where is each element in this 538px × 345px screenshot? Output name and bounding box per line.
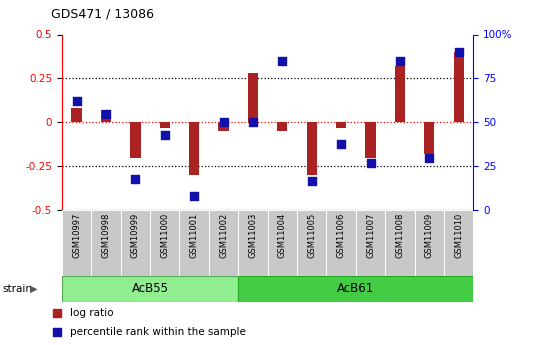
Point bbox=[337, 141, 345, 146]
Bar bbox=[297, 210, 327, 276]
Bar bbox=[277, 122, 287, 131]
Text: log ratio: log ratio bbox=[70, 308, 114, 318]
Point bbox=[307, 178, 316, 183]
Bar bbox=[150, 210, 180, 276]
Text: GSM11000: GSM11000 bbox=[160, 213, 169, 258]
Bar bbox=[385, 210, 415, 276]
Bar bbox=[248, 73, 258, 122]
Text: GSM11008: GSM11008 bbox=[395, 213, 405, 258]
Bar bbox=[336, 122, 346, 128]
Point bbox=[278, 58, 287, 63]
Bar bbox=[238, 276, 473, 302]
Text: GSM11006: GSM11006 bbox=[337, 213, 345, 258]
Point bbox=[425, 155, 434, 160]
Bar bbox=[189, 122, 199, 175]
Point bbox=[102, 111, 110, 116]
Bar bbox=[365, 122, 376, 158]
Point bbox=[72, 99, 81, 104]
Text: ▶: ▶ bbox=[30, 284, 37, 294]
Bar bbox=[444, 210, 473, 276]
Text: GDS471 / 13086: GDS471 / 13086 bbox=[51, 8, 154, 21]
Point bbox=[455, 49, 463, 55]
Bar bbox=[356, 210, 385, 276]
Text: GSM11009: GSM11009 bbox=[425, 213, 434, 258]
Text: GSM11001: GSM11001 bbox=[190, 213, 199, 258]
Bar bbox=[395, 66, 405, 122]
Point bbox=[220, 120, 228, 125]
Text: GSM11003: GSM11003 bbox=[249, 213, 258, 258]
Point bbox=[53, 310, 62, 316]
Bar bbox=[238, 210, 268, 276]
Bar bbox=[267, 210, 297, 276]
Text: GSM11004: GSM11004 bbox=[278, 213, 287, 258]
Point bbox=[395, 58, 404, 63]
Bar bbox=[218, 122, 229, 131]
Bar bbox=[160, 122, 170, 128]
Text: GSM10999: GSM10999 bbox=[131, 213, 140, 258]
Text: GSM11005: GSM11005 bbox=[307, 213, 316, 258]
Text: percentile rank within the sample: percentile rank within the sample bbox=[70, 327, 246, 337]
Text: GSM11010: GSM11010 bbox=[454, 213, 463, 258]
Bar bbox=[415, 210, 444, 276]
Bar bbox=[327, 210, 356, 276]
Bar bbox=[62, 276, 238, 302]
Text: GSM11002: GSM11002 bbox=[219, 213, 228, 258]
Bar bbox=[307, 122, 317, 175]
Text: AcB61: AcB61 bbox=[337, 283, 374, 295]
Point bbox=[366, 160, 375, 166]
Text: GSM10997: GSM10997 bbox=[72, 213, 81, 258]
Text: AcB55: AcB55 bbox=[132, 283, 168, 295]
Bar bbox=[101, 110, 111, 122]
Point bbox=[131, 176, 140, 181]
Text: GSM10998: GSM10998 bbox=[102, 213, 110, 258]
Point bbox=[160, 132, 169, 138]
Bar bbox=[62, 210, 91, 276]
Bar bbox=[91, 210, 121, 276]
Bar bbox=[180, 210, 209, 276]
Text: GSM11007: GSM11007 bbox=[366, 213, 375, 258]
Point bbox=[190, 194, 199, 199]
Point bbox=[53, 329, 62, 335]
Point bbox=[249, 120, 257, 125]
Bar bbox=[72, 108, 82, 122]
Text: strain: strain bbox=[3, 284, 33, 294]
Bar bbox=[454, 52, 464, 122]
Bar bbox=[130, 122, 140, 158]
Bar bbox=[209, 210, 238, 276]
Bar bbox=[121, 210, 150, 276]
Bar bbox=[424, 122, 435, 154]
